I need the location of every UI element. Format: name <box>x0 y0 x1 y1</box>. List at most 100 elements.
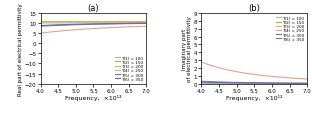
T(4) = 250 <box>50 32 53 33</box>
T(4) = 250 <box>85 29 89 30</box>
T(2) = 150 <box>200 83 203 85</box>
T(6) = 350 <box>242 83 246 84</box>
T(6) = 350 <box>246 83 250 84</box>
T(6) = 350 <box>272 83 276 84</box>
T(2) = 150 <box>272 83 276 85</box>
T(4) = 250 <box>284 77 288 79</box>
Line: T(6) = 350: T(6) = 350 <box>41 24 146 26</box>
T(3) = 200 <box>123 21 127 22</box>
T(4) = 250 <box>81 29 85 31</box>
T(6) = 350 <box>123 23 127 25</box>
T(1) = 100 <box>144 23 148 24</box>
T(1) = 100 <box>284 83 288 85</box>
T(6) = 350 <box>85 24 89 26</box>
T(2) = 150 <box>210 83 214 85</box>
T(4) = 250 <box>272 76 276 78</box>
T(6) = 350 <box>305 83 309 84</box>
T(2) = 150 <box>85 22 89 23</box>
T(5) = 300 <box>50 26 53 27</box>
T(3) = 200 <box>200 83 203 85</box>
T(4) = 250 <box>210 66 214 67</box>
T(1) = 100 <box>282 83 286 85</box>
T(5) = 300 <box>81 25 85 26</box>
T(2) = 150 <box>284 83 288 85</box>
T(2) = 150 <box>39 22 42 23</box>
T(6) = 350 <box>81 24 85 26</box>
Line: T(5) = 300: T(5) = 300 <box>41 24 146 27</box>
T(6) = 350 <box>121 24 125 25</box>
T(3) = 200 <box>39 21 42 22</box>
Line: T(1) = 100: T(1) = 100 <box>41 23 146 24</box>
T(4) = 250 <box>111 28 115 29</box>
Line: T(5) = 300: T(5) = 300 <box>202 82 307 83</box>
T(6) = 350 <box>111 24 115 25</box>
T(1) = 100 <box>272 83 276 85</box>
T(2) = 150 <box>246 83 250 85</box>
T(5) = 300 <box>246 82 250 84</box>
T(3) = 200 <box>242 83 246 85</box>
T(2) = 150 <box>123 22 127 23</box>
T(1) = 100 <box>210 83 214 85</box>
T(5) = 300 <box>284 83 288 84</box>
T(3) = 200 <box>282 83 286 85</box>
T(3) = 200 <box>272 83 276 85</box>
T(4) = 250 <box>305 79 309 80</box>
Legend: T(1) = 100, T(2) = 150, T(3) = 200, T(4) = 250, T(5) = 300, T(6) = 350: T(1) = 100, T(2) = 150, T(3) = 200, T(4)… <box>114 55 144 82</box>
T(5) = 300 <box>282 83 286 84</box>
Title: (a): (a) <box>88 4 99 13</box>
T(5) = 300 <box>242 82 246 83</box>
T(5) = 300 <box>210 81 214 83</box>
T(1) = 100 <box>81 23 85 24</box>
T(3) = 200 <box>85 21 89 22</box>
T(2) = 150 <box>50 22 53 23</box>
T(3) = 200 <box>121 21 125 22</box>
T(4) = 250 <box>242 73 246 74</box>
T(4) = 250 <box>39 33 42 35</box>
T(6) = 350 <box>284 83 288 84</box>
T(4) = 250 <box>144 26 148 28</box>
T(5) = 300 <box>39 26 42 28</box>
T(2) = 150 <box>282 83 286 85</box>
T(1) = 100 <box>121 23 125 24</box>
T(5) = 300 <box>305 83 309 84</box>
T(3) = 200 <box>246 83 250 85</box>
T(6) = 350 <box>200 82 203 83</box>
T(6) = 350 <box>39 26 42 27</box>
T(3) = 200 <box>81 21 85 22</box>
T(5) = 300 <box>85 24 89 26</box>
T(2) = 150 <box>144 22 148 23</box>
T(1) = 100 <box>111 23 115 24</box>
X-axis label: Frequency,  ×10¹²: Frequency, ×10¹² <box>65 94 122 100</box>
T(1) = 100 <box>123 23 127 24</box>
T(5) = 300 <box>111 24 115 25</box>
T(4) = 250 <box>200 62 203 63</box>
T(1) = 100 <box>85 23 89 24</box>
X-axis label: Frequency,  ×10¹²: Frequency, ×10¹² <box>226 94 283 100</box>
Line: T(4) = 250: T(4) = 250 <box>41 27 146 34</box>
Y-axis label: Real part of electrical permittivity: Real part of electrical permittivity <box>18 3 23 95</box>
T(3) = 200 <box>305 83 309 85</box>
Legend: T(1) = 100, T(2) = 150, T(3) = 200, T(4) = 250, T(5) = 300, T(6) = 350: T(1) = 100, T(2) = 150, T(3) = 200, T(4)… <box>275 16 305 42</box>
T(6) = 350 <box>282 83 286 84</box>
T(4) = 250 <box>282 77 286 79</box>
T(1) = 100 <box>50 23 53 24</box>
Y-axis label: Imaginary part
of electrical permittivity: Imaginary part of electrical permittivit… <box>182 16 193 82</box>
T(3) = 200 <box>144 21 148 22</box>
T(3) = 200 <box>284 83 288 85</box>
T(1) = 100 <box>39 23 42 24</box>
T(5) = 300 <box>123 24 127 25</box>
T(6) = 350 <box>144 23 148 25</box>
T(6) = 350 <box>50 25 53 27</box>
T(6) = 350 <box>210 82 214 83</box>
T(1) = 100 <box>200 83 203 84</box>
T(1) = 100 <box>246 83 250 85</box>
Line: T(6) = 350: T(6) = 350 <box>202 82 307 84</box>
T(5) = 300 <box>200 81 203 82</box>
T(5) = 300 <box>272 83 276 84</box>
T(2) = 150 <box>242 83 246 85</box>
T(2) = 150 <box>111 22 115 23</box>
T(4) = 250 <box>246 73 250 75</box>
T(1) = 100 <box>305 83 309 85</box>
T(4) = 250 <box>123 27 127 28</box>
Line: T(4) = 250: T(4) = 250 <box>202 62 307 79</box>
